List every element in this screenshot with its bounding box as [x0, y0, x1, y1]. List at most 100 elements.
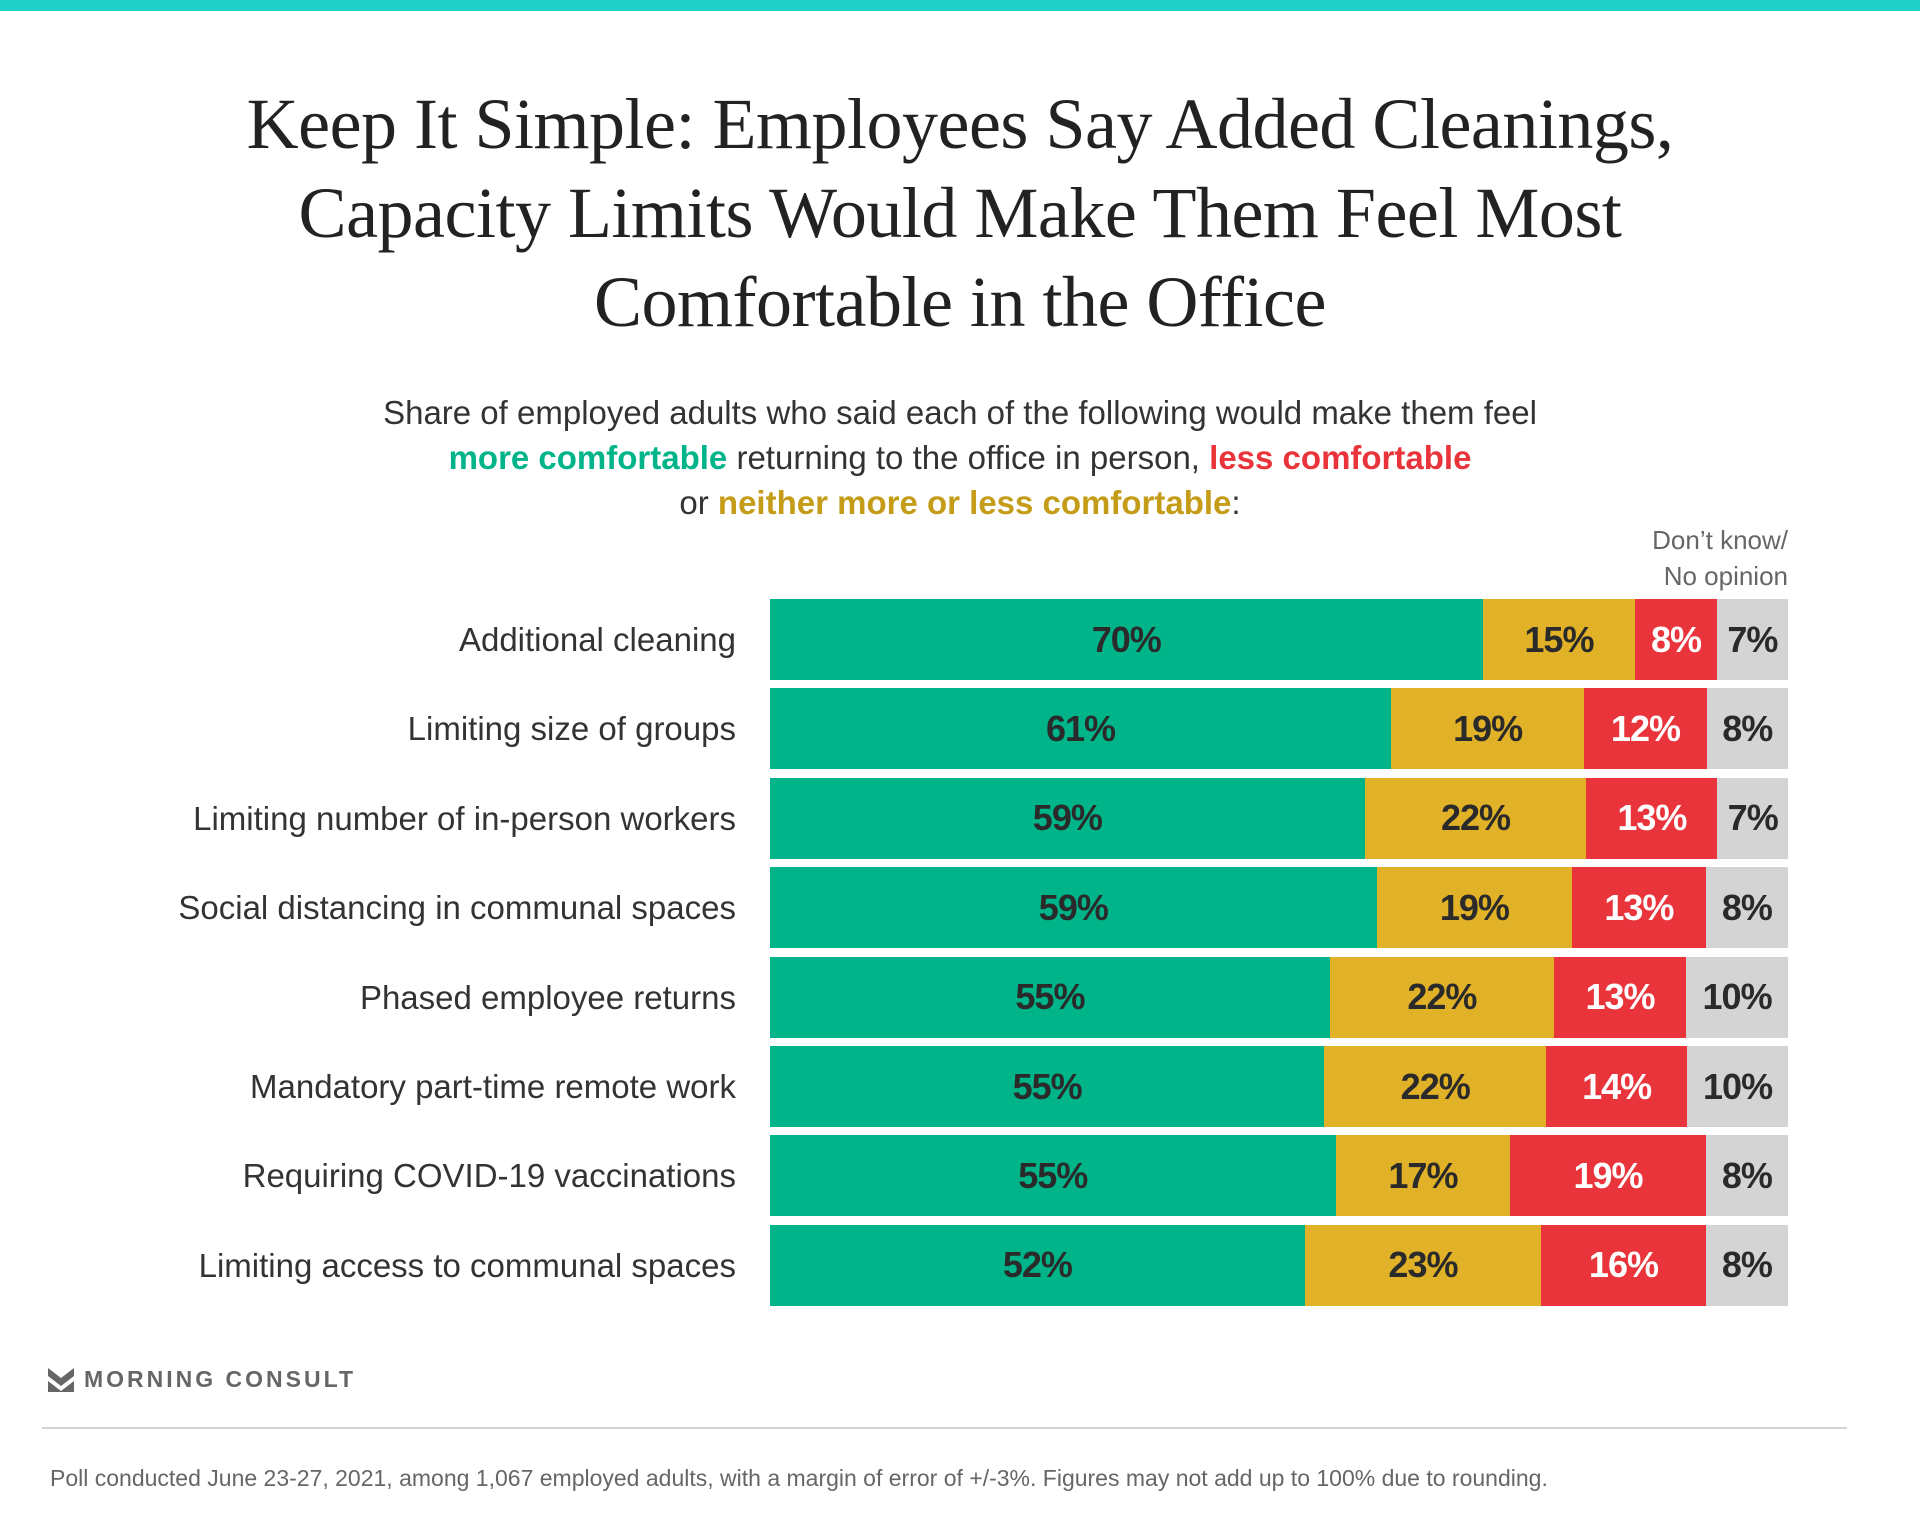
top-accent-bar: [0, 0, 1920, 11]
title-line: Keep It Simple: Employees Say Added Clea…: [246, 84, 1674, 164]
data-label: 7%: [1727, 797, 1779, 839]
bar-row: Mandatory part-time remote work 55% 22% 14%…: [0, 1046, 1920, 1127]
stacked-bar: 59% 22% 13% 7%: [770, 777, 1788, 859]
data-label: 16%: [1588, 1244, 1659, 1286]
legend-dont-know-line: No opinion: [1663, 561, 1788, 591]
bar-segment-neither-more-or-less-comfortable: 22%: [1324, 1046, 1547, 1127]
bar-row: Limiting size of groups 61% 19% 12% 8%: [0, 688, 1920, 770]
stacked-bar: 55% 17% 19% 8%: [770, 1135, 1788, 1217]
bar-segment-more-comfortable: 52%: [770, 1224, 1305, 1306]
data-label: 14%: [1582, 1065, 1652, 1107]
category-label: Limiting size of groups: [407, 710, 736, 748]
bar-segment-less-comfortable: 8%: [1635, 599, 1717, 680]
data-label: 55%: [1018, 1154, 1088, 1196]
legend-more-comfortable: more comfortable: [448, 439, 728, 476]
data-label: 12%: [1610, 707, 1681, 749]
data-label: 59%: [1032, 797, 1103, 839]
data-label: 70%: [1091, 618, 1162, 660]
bar-segment-more-comfortable: 59%: [770, 777, 1365, 859]
data-label: 8%: [1721, 1154, 1773, 1196]
bar-segment-less-comfortable: 13%: [1553, 956, 1687, 1038]
bar-segment-less-comfortable: 19%: [1510, 1135, 1706, 1217]
category-label: Limiting access to communal spaces: [198, 1246, 736, 1284]
stacked-bar: 52% 23% 16% 8%: [770, 1224, 1788, 1306]
data-label: 8%: [1721, 1244, 1773, 1286]
category-label: Phased employee returns: [359, 978, 736, 1016]
title-line: Capacity Limits Would Make Them Feel Mos…: [298, 173, 1622, 253]
legend-neither: neither more or less comfortable: [717, 484, 1232, 521]
morning-consult-logo-icon: [48, 1367, 74, 1392]
data-label: 10%: [1702, 976, 1773, 1018]
title-line: Comfortable in the Office: [594, 262, 1326, 342]
data-label: 55%: [1012, 1065, 1083, 1107]
bar-segment-don-t-know-no-opinion: 8%: [1705, 1224, 1788, 1306]
data-label: 61%: [1045, 707, 1116, 749]
bar-row: Additional cleaning 70% 15% 8% 7%: [0, 599, 1920, 680]
data-label: 13%: [1617, 797, 1687, 839]
data-label: 22%: [1407, 976, 1477, 1018]
bar-segment-less-comfortable: 13%: [1586, 777, 1718, 859]
subtitle-line: Share of employed adults who said each o…: [383, 394, 1537, 431]
stacked-bar: 61% 19% 12% 8%: [770, 688, 1788, 770]
data-label: 52%: [1002, 1244, 1073, 1286]
bar-segment-don-t-know-no-opinion: 7%: [1717, 777, 1788, 859]
bar-row: Social distancing in communal spaces 59% 1…: [0, 867, 1920, 949]
data-label: 7%: [1727, 618, 1778, 660]
data-label: 8%: [1650, 618, 1702, 660]
stacked-bar: 55% 22% 13% 10%: [770, 956, 1788, 1038]
bar-segment-don-t-know-no-opinion: 8%: [1705, 867, 1788, 949]
bar-segment-don-t-know-no-opinion: 7%: [1716, 599, 1788, 680]
chart-title: Keep It Simple: Employees Say Added Clea…: [0, 80, 1920, 347]
subtitle-text: or: [679, 484, 718, 521]
bar-segment-neither-more-or-less-comfortable: 19%: [1390, 688, 1585, 770]
bar-segment-neither-more-or-less-comfortable: 17%: [1335, 1135, 1511, 1217]
bar-row: Requiring COVID-19 vaccinations 55% 17% 19%…: [0, 1135, 1920, 1217]
bar-segment-more-comfortable: 70%: [770, 599, 1483, 680]
bar-row: Phased employee returns 55% 22% 13% 10%: [0, 956, 1920, 1038]
bar-segment-don-t-know-no-opinion: 10%: [1687, 1046, 1788, 1127]
bar-segment-don-t-know-no-opinion: 8%: [1705, 1135, 1788, 1217]
subtitle-text: returning to the office in person,: [727, 439, 1210, 476]
bar-row: Limiting access to communal spaces 52% 23%…: [0, 1224, 1920, 1306]
category-label: Social distancing in communal spaces: [178, 889, 736, 927]
data-label: 23%: [1388, 1244, 1458, 1286]
subtitle-line: more comfortable returning to the office…: [0, 435, 1920, 480]
bar-segment-don-t-know-no-opinion: 10%: [1686, 956, 1788, 1038]
category-label: Mandatory part-time remote work: [250, 1068, 736, 1105]
bar-segment-don-t-know-no-opinion: 8%: [1706, 688, 1788, 770]
bar-segment-neither-more-or-less-comfortable: 22%: [1364, 777, 1587, 859]
bar-segment-more-comfortable: 55%: [770, 1046, 1325, 1127]
bar-segment-less-comfortable: 16%: [1541, 1224, 1706, 1306]
bar-segment-more-comfortable: 55%: [770, 1135, 1336, 1217]
legend-dont-know: Don’t know/ No opinion: [1652, 522, 1788, 594]
data-label: 22%: [1441, 797, 1511, 839]
data-label: 59%: [1038, 886, 1109, 928]
bar-segment-less-comfortable: 12%: [1584, 688, 1707, 770]
brand-name: MORNING CONSULT: [84, 1366, 357, 1392]
category-label: Additional cleaning: [458, 621, 736, 658]
data-label: 8%: [1721, 886, 1773, 928]
bar-row: Limiting number of in-person workers 59% 2…: [0, 777, 1920, 859]
bar-segment-neither-more-or-less-comfortable: 19%: [1376, 867, 1573, 949]
category-label: Limiting number of in-person workers: [193, 799, 736, 837]
data-label: 19%: [1573, 1154, 1643, 1196]
bar-segment-neither-more-or-less-comfortable: 15%: [1482, 599, 1636, 680]
data-label: 22%: [1400, 1065, 1471, 1107]
footnote: Poll conducted June 23-27, 2021, among 1…: [50, 1465, 1548, 1491]
bar-segment-neither-more-or-less-comfortable: 22%: [1329, 956, 1554, 1038]
bar-segment-less-comfortable: 13%: [1572, 867, 1706, 949]
footer-divider: [42, 1427, 1847, 1429]
data-label: 19%: [1453, 707, 1523, 749]
category-label: Requiring COVID-19 vaccinations: [242, 1157, 736, 1195]
bar-segment-less-comfortable: 14%: [1546, 1046, 1688, 1127]
morning-consult-logo: MORNING CONSULT: [48, 1366, 356, 1393]
stacked-bar: 59% 19% 13% 8%: [770, 867, 1788, 949]
data-label: 17%: [1388, 1154, 1458, 1196]
data-label: 19%: [1439, 886, 1510, 928]
stacked-bar: 55% 22% 14% 10%: [770, 1046, 1788, 1127]
subtitle-line: or neither more or less comfortable:: [0, 480, 1920, 525]
legend-less-comfortable: less comfortable: [1209, 439, 1472, 476]
bar-segment-neither-more-or-less-comfortable: 23%: [1304, 1224, 1542, 1306]
legend-dont-know-line: Don’t know/: [1652, 525, 1788, 555]
stacked-bar: 70% 15% 8% 7%: [770, 599, 1788, 680]
